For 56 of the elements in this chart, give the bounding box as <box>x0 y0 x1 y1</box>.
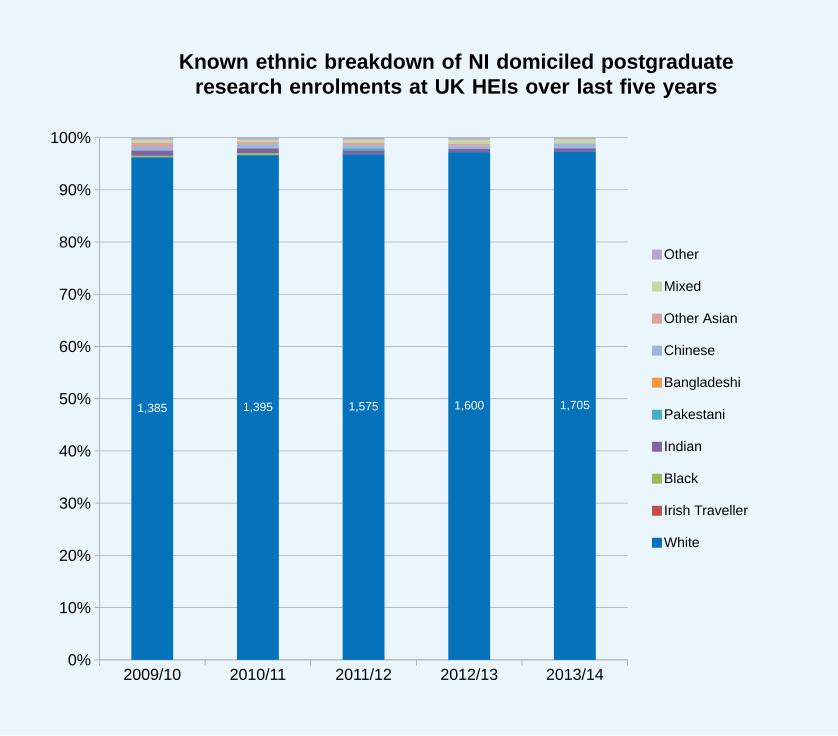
x-tick-label: 2011/12 <box>336 668 391 680</box>
legend-label: Irish Traveller <box>665 505 748 516</box>
bar <box>131 147 174 151</box>
bar <box>342 154 384 660</box>
bar <box>131 158 174 660</box>
bar <box>342 146 384 149</box>
y-tick-label: 70% <box>60 288 90 300</box>
bar <box>554 139 596 144</box>
y-tick-label: 90% <box>60 184 90 196</box>
bar <box>131 140 174 143</box>
legend-label: White <box>664 537 700 548</box>
bar <box>236 142 279 145</box>
y-tick-label: 40% <box>59 445 90 457</box>
bar <box>131 142 174 148</box>
bar <box>131 150 174 156</box>
legend-label: Bangladeshi <box>665 377 740 390</box>
bar <box>554 152 596 660</box>
legend-label: Other <box>664 249 699 260</box>
y-tick-label: 0% <box>68 654 90 666</box>
y-tick-label: 30% <box>60 498 90 509</box>
y-tick-label: 100% <box>51 132 90 144</box>
legend-label: Chinese <box>664 345 715 356</box>
bar <box>236 156 279 660</box>
bar <box>342 140 384 143</box>
y-tick-label: 50% <box>60 393 90 405</box>
annotation: 1,705 <box>560 401 590 411</box>
x-tick-label: 2012/13 <box>441 668 498 680</box>
annotation: 1,395 <box>244 402 272 413</box>
legend-label: Pakestani <box>665 409 724 420</box>
x-tick-label: 2013/14 <box>546 668 604 680</box>
annotation: 1,385 <box>138 404 167 414</box>
legend-label: Mixed <box>665 281 700 292</box>
y-tick-label: 10% <box>60 602 90 614</box>
bar <box>448 149 490 152</box>
y-tick-label: 60% <box>60 341 90 352</box>
y-tick-label: 80% <box>60 236 90 248</box>
bar <box>448 152 490 660</box>
annotation: 1,600 <box>455 401 484 412</box>
chart-title: Known ethnic breakdown of NI domiciled postgraduate research enrolments at UK HEIs over last five years <box>180 54 733 98</box>
bar <box>236 153 279 156</box>
bar <box>554 148 596 152</box>
legend-label: Black <box>665 473 698 484</box>
bar <box>342 150 384 154</box>
bar <box>342 142 384 146</box>
bar <box>448 146 490 150</box>
x-tick-label: 2010/11 <box>230 668 286 680</box>
bar <box>236 148 279 154</box>
annotation: 1,575 <box>350 402 378 412</box>
bar <box>448 140 490 144</box>
bar <box>554 144 596 149</box>
legend-label: Indian <box>665 441 702 452</box>
bar <box>236 144 279 149</box>
x-tick-label: 2009/10 <box>124 668 180 680</box>
legend-label: Other Asian <box>664 313 737 324</box>
y-tick-label: 20% <box>60 550 90 562</box>
bar <box>236 140 279 142</box>
